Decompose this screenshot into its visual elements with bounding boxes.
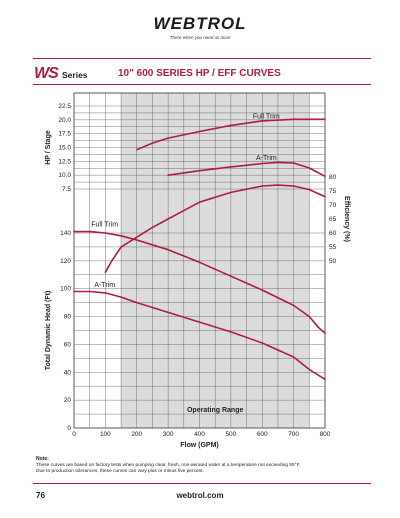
curve-hp-0 — [136, 118, 326, 151]
hp-tick-label: 22.5 — [58, 103, 71, 110]
x-tick-label: 500 — [225, 431, 236, 438]
efficiency-tick-label: 80 — [329, 174, 337, 181]
hp-tick-label: 20.0 — [58, 117, 71, 124]
note-line-2: Due to production tolerances, these curv… — [36, 469, 204, 474]
hp-tick-label: 12.5 — [58, 158, 71, 165]
hp-tick-label: 7.5 — [62, 186, 71, 193]
efficiency-axis-title: Efficiency (%) — [343, 196, 350, 242]
curve-head-3 — [73, 290, 326, 381]
x-tick-label: 100 — [100, 431, 111, 438]
series-word: Series — [62, 70, 88, 80]
title-rule — [33, 84, 371, 85]
efficiency-tick-label: 55 — [329, 244, 337, 251]
x-tick-label: 600 — [257, 431, 268, 438]
x-axis-title: Flow (GPM) — [180, 442, 219, 449]
x-tick-label: 800 — [320, 431, 331, 438]
footer-rule — [33, 483, 371, 484]
curve-head-2 — [73, 230, 326, 335]
operating-range-label: Operating Range — [187, 407, 244, 414]
head-axis-title: Total Dynamic Head (Ft) — [45, 291, 52, 371]
hp-axis-title: HP / Stage — [45, 130, 52, 165]
head-tick-label: 20 — [64, 397, 72, 404]
head-tick-label: 140 — [60, 230, 71, 237]
head-tick-label: 40 — [64, 369, 72, 376]
website: webtrol.com — [176, 491, 224, 500]
hp-tick-label: 15.0 — [58, 145, 71, 152]
header-rule — [33, 58, 371, 59]
efficiency-tick-label: 50 — [329, 258, 337, 265]
series-label: Full Trim — [253, 113, 280, 120]
x-tick-label: 400 — [194, 431, 205, 438]
page-number: 76 — [36, 491, 45, 500]
series-label: A-Trim — [256, 155, 277, 162]
head-tick-label: 100 — [60, 286, 71, 293]
head-tick-label: 120 — [60, 258, 71, 265]
head-tick-label: 0 — [67, 425, 71, 432]
series-badge: WS — [34, 65, 59, 82]
series-label: Full Trim — [91, 222, 118, 229]
efficiency-tick-label: 60 — [329, 230, 337, 237]
note-heading: Note: — [36, 456, 49, 462]
brand-tagline: There when you need us most — [169, 35, 231, 40]
series-label: A-Trim — [94, 282, 115, 289]
curve-hp-1 — [167, 161, 326, 178]
x-tick-label: 300 — [163, 431, 174, 438]
note-line-1: These curves are based on factory tests … — [36, 463, 301, 468]
efficiency-tick-label: 65 — [329, 216, 337, 223]
efficiency-tick-label: 75 — [329, 188, 337, 195]
brand-logo: WEBTROL — [153, 14, 247, 33]
x-tick-label: 200 — [131, 431, 142, 438]
hp-tick-label: 17.5 — [58, 131, 71, 138]
head-tick-label: 60 — [64, 341, 72, 348]
brand-block: WEBTROL There when you need us most — [0, 14, 400, 40]
page-title: 10" 600 SERIES HP / EFF CURVES — [118, 68, 281, 79]
curve-efficiency-4 — [104, 184, 326, 274]
head-tick-label: 80 — [64, 314, 72, 321]
x-tick-label: 700 — [288, 431, 299, 438]
efficiency-tick-label: 70 — [329, 202, 337, 209]
x-tick-label: 0 — [72, 431, 76, 438]
hp-tick-label: 10.0 — [58, 172, 71, 179]
